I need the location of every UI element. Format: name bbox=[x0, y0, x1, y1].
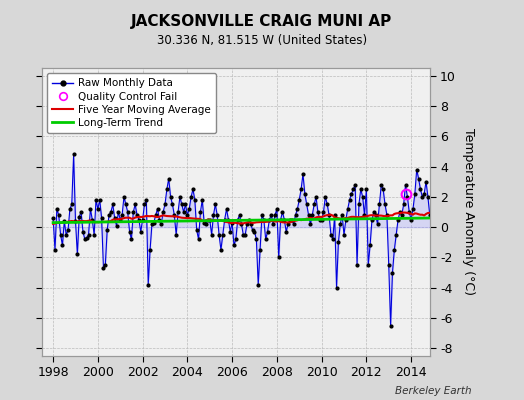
Legend: Raw Monthly Data, Quality Control Fail, Five Year Moving Average, Long-Term Tren: Raw Monthly Data, Quality Control Fail, … bbox=[47, 73, 216, 133]
Text: Berkeley Earth: Berkeley Earth bbox=[395, 386, 472, 396]
Y-axis label: Temperature Anomaly (°C): Temperature Anomaly (°C) bbox=[462, 128, 475, 296]
Text: 30.336 N, 81.515 W (United States): 30.336 N, 81.515 W (United States) bbox=[157, 34, 367, 47]
Text: JACKSONVILLE CRAIG MUNI AP: JACKSONVILLE CRAIG MUNI AP bbox=[132, 14, 392, 29]
